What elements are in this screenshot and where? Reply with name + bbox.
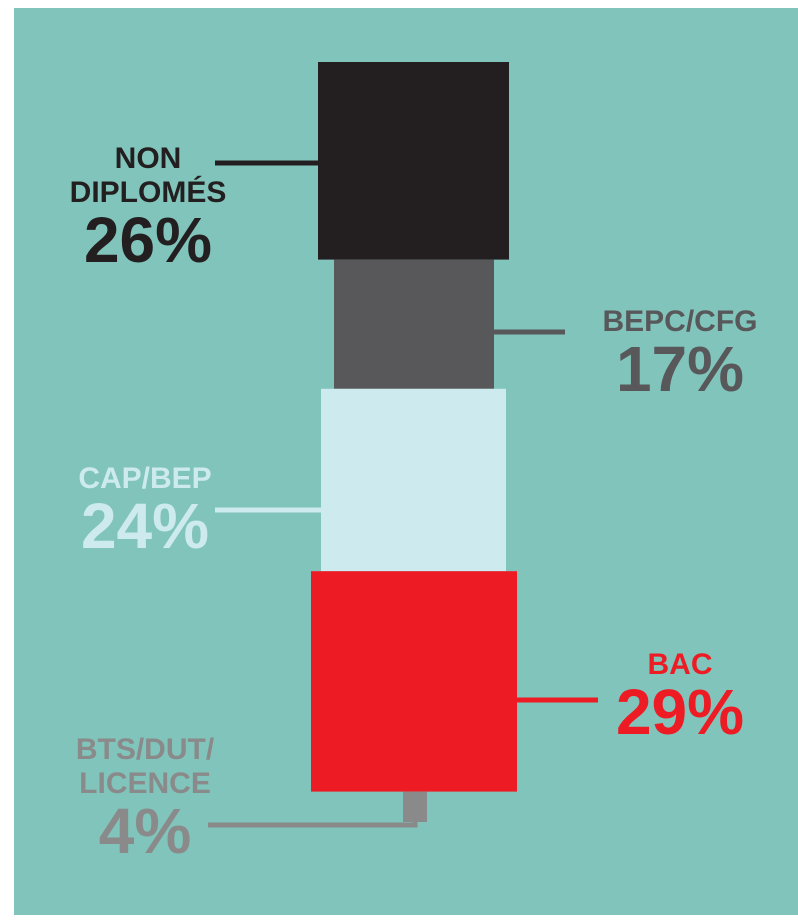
value-label: 26%: [83, 204, 213, 276]
category-name: BAC: [647, 648, 713, 681]
category-name: CAP/BEP: [78, 462, 212, 495]
value-label: 17%: [615, 333, 745, 405]
category-name: BEPC/CFG: [602, 305, 758, 338]
segment-label: BTS/DUT/ LICENCE 4%: [15, 733, 275, 867]
segment-label: BAC 29%: [550, 648, 798, 748]
segment-label: BEPC/CFG 17%: [550, 305, 798, 405]
value-label: 24%: [80, 490, 210, 562]
segment-label: NON DIPLOMÉS 26%: [18, 142, 278, 276]
segment-label: CAP/BEP 24%: [15, 462, 275, 562]
segment: [318, 62, 509, 260]
value-label: 4%: [98, 795, 192, 867]
category-name: NON DIPLOMÉS: [69, 142, 227, 209]
category-name: BTS/DUT/ LICENCE: [75, 733, 215, 800]
segment: [403, 791, 427, 822]
value-label: 29%: [615, 676, 745, 748]
segment: [311, 571, 517, 792]
segment: [334, 259, 494, 389]
segment: [321, 388, 506, 572]
leader-line: [208, 820, 418, 828]
